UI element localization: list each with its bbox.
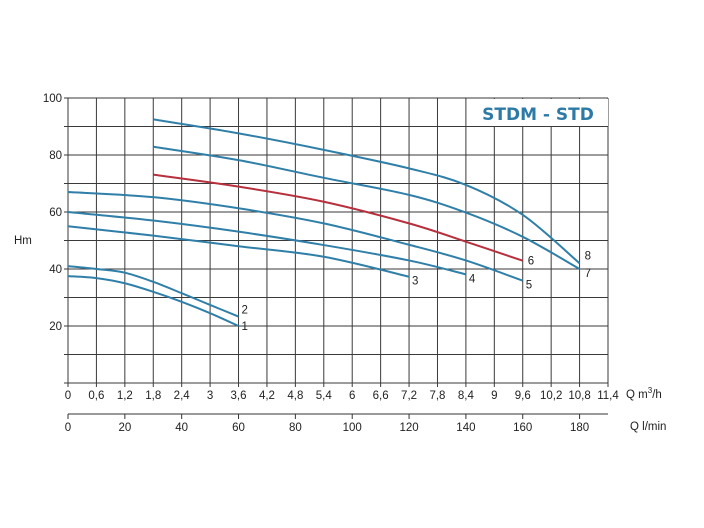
curve-8 bbox=[153, 118, 581, 265]
curve-label-5: 5 bbox=[526, 280, 532, 292]
x-tick-label: 7,2 bbox=[401, 390, 417, 402]
y-tick-label: 60 bbox=[49, 207, 62, 219]
curve-4 bbox=[67, 211, 467, 276]
curve-3 bbox=[67, 225, 410, 278]
x-tick-label: 4,8 bbox=[287, 390, 303, 402]
x-tick-label: 9,6 bbox=[515, 390, 531, 402]
x-tick-label: 8,4 bbox=[458, 390, 475, 402]
chart-title: STDM - STD bbox=[482, 105, 594, 125]
title-box bbox=[469, 99, 608, 126]
x-tick-label: 1,8 bbox=[145, 390, 161, 402]
x-tick-label: 0,6 bbox=[88, 390, 104, 402]
curve-1 bbox=[67, 275, 239, 327]
y-tick-label: 80 bbox=[49, 150, 62, 162]
curve-label-2: 2 bbox=[242, 305, 248, 317]
x-tick-label: 6 bbox=[349, 390, 355, 402]
x-axis-label: Q m3/h bbox=[626, 386, 662, 401]
curve-label-7: 7 bbox=[585, 268, 591, 280]
curve-5 bbox=[67, 191, 524, 282]
y-axis-label: Hm bbox=[14, 235, 32, 247]
curve-label-4: 4 bbox=[469, 273, 476, 285]
x-secondary-tick-label: 80 bbox=[289, 422, 302, 434]
x-secondary-axis-label: Q l/min bbox=[630, 421, 666, 433]
x-secondary-tick-label: 120 bbox=[399, 422, 418, 434]
curve-2 bbox=[67, 265, 239, 318]
y-tick-label: 100 bbox=[43, 93, 62, 105]
x-tick-label: 1,2 bbox=[117, 390, 133, 402]
curve-label-1: 1 bbox=[242, 321, 248, 333]
curve-6 bbox=[153, 173, 524, 262]
curve-7 bbox=[153, 145, 581, 270]
curve-label-6: 6 bbox=[528, 256, 534, 268]
curve-label-8: 8 bbox=[585, 250, 591, 262]
x-secondary-tick-label: 160 bbox=[513, 422, 532, 434]
curves: 1 2 3 4 5 6 7 8 bbox=[67, 118, 591, 333]
x-tick-label: 9 bbox=[491, 390, 497, 402]
y-tick-label: 20 bbox=[49, 321, 62, 333]
y-tick-label: 40 bbox=[49, 264, 62, 276]
grid bbox=[64, 97, 609, 387]
x-secondary-tick-label: 0 bbox=[65, 422, 71, 434]
x-tick-label: 6,6 bbox=[373, 390, 389, 402]
x-tick-label: 3,6 bbox=[231, 390, 247, 402]
x-tick-label: 10,8 bbox=[568, 390, 590, 402]
x-secondary-tick-label: 20 bbox=[118, 422, 131, 434]
curve-label-3: 3 bbox=[412, 276, 418, 288]
x-tick-label: 3 bbox=[207, 390, 213, 402]
x-tick-label: 10,2 bbox=[540, 390, 562, 402]
x-secondary-tick-label: 140 bbox=[456, 422, 475, 434]
x-secondary-tick-label: 60 bbox=[232, 422, 245, 434]
x-tick-label: 7,8 bbox=[429, 390, 445, 402]
x-tick-label: 5,4 bbox=[316, 390, 333, 402]
x-tick-label: 11,4 bbox=[597, 390, 619, 402]
x-secondary-tick-label: 100 bbox=[343, 422, 362, 434]
x-tick-label: 4,2 bbox=[259, 390, 275, 402]
axes: 0 0,6 1,2 1,8 2,4 3 3,6 4,2 4,8 5,4 6 6,6 7,2 7,8 8,4 9… bbox=[43, 93, 620, 434]
x-secondary-tick-label: 180 bbox=[570, 422, 589, 434]
x-tick-label: 0 bbox=[65, 390, 71, 402]
x-secondary-tick-label: 40 bbox=[175, 422, 188, 434]
x-tick-label: 2,4 bbox=[174, 390, 191, 402]
